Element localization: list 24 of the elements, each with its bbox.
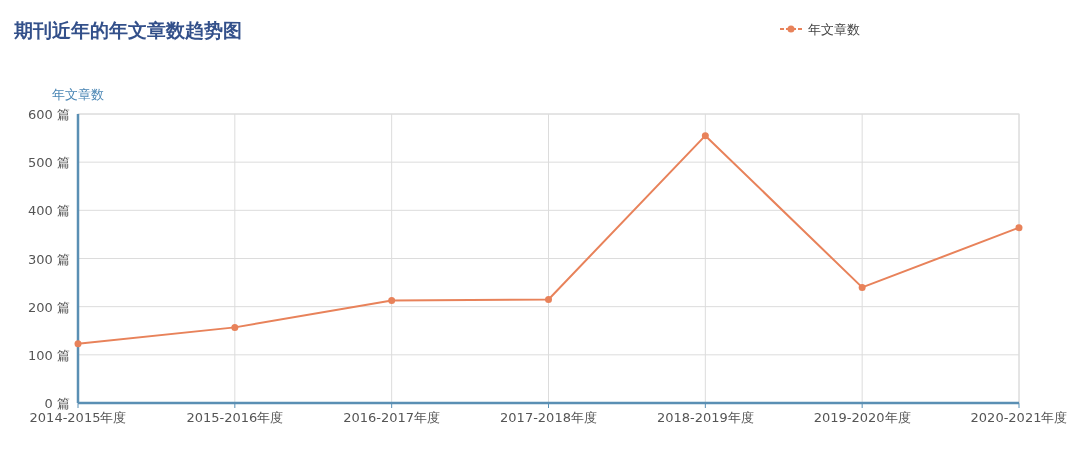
x-tick-label: 2015-2016年度 [186, 410, 284, 425]
x-tick-label: 2019-2020年度 [813, 410, 911, 425]
y-tick-label: 500 篇 [28, 155, 70, 171]
y-tick-label: 300 篇 [28, 251, 70, 267]
x-tick-label: 2020-2021年度 [970, 410, 1068, 425]
x-tick-label: 2018-2019年度 [656, 410, 754, 425]
point [1015, 224, 1023, 232]
y-tick-label: 400 篇 [28, 203, 70, 219]
chart-title: 期刊近年的年文章数趋势图 [13, 19, 242, 41]
x-tick-label: 2014-2015年度 [29, 410, 127, 425]
point [388, 296, 396, 304]
y-tick-label: 100 篇 [28, 347, 70, 363]
point [858, 283, 866, 291]
y-tick-label: 600 篇 [28, 107, 70, 122]
point [701, 132, 709, 140]
x-tick-label: 2016-2017年度 [343, 410, 441, 425]
legend-label: 年文章数 [808, 22, 860, 37]
y-tick-label: 200 篇 [28, 299, 70, 315]
y-axis-title: 年文章数 [52, 87, 104, 102]
y-tick-label: 0 篇 [44, 396, 70, 411]
point [74, 340, 82, 348]
x-tick-label: 2017-2018年度 [500, 410, 597, 425]
point [545, 295, 552, 303]
point [231, 323, 239, 331]
